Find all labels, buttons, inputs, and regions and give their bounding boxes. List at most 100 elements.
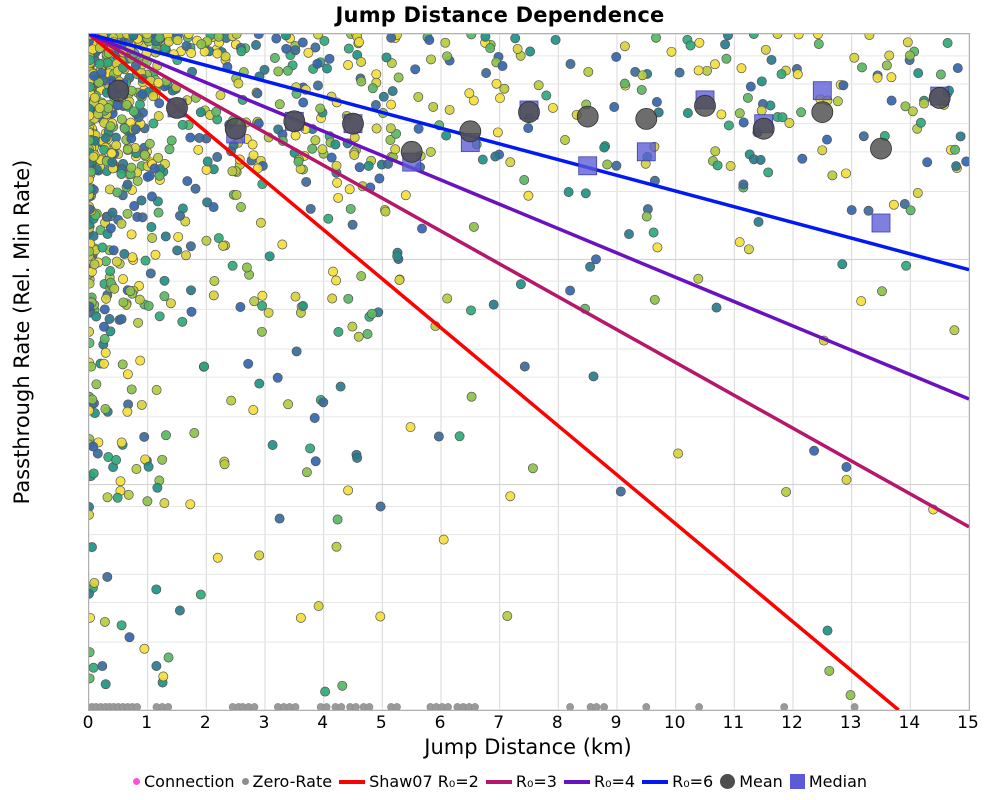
scatter-point [89,301,95,312]
scatter-point [303,47,314,58]
scatter-point [186,48,197,58]
scatter-point [89,361,97,372]
x-tick-label: 15 [957,713,979,733]
scatter-point [121,99,132,110]
legend-label: Median [808,772,868,791]
scatter-point [139,643,150,654]
scatter-point [185,132,196,143]
scatter-point [264,251,275,262]
scatter-point [129,201,140,211]
scatter-point [919,98,929,109]
scatter-point [297,37,308,48]
zero-rate-point [250,703,259,710]
scatter-point [385,135,396,145]
scatter-point [356,271,367,282]
scatter-point [693,65,704,76]
legend-item-connection[interactable]: Connection [132,772,235,791]
scatter-point [488,299,499,310]
scatter-point [89,673,95,684]
scatter-point [468,221,479,232]
scatter-point [89,135,95,146]
scatter-point [122,208,133,219]
legend-item-median[interactable]: Median [789,772,868,791]
scatter-point [651,97,662,107]
scatter-point [481,68,492,78]
scatter-point [209,276,220,286]
scatter-point [615,486,626,497]
scatter-point [565,59,576,69]
scatter-point [106,148,117,159]
legend-label: R₀=6 [672,772,714,791]
legend-label: R₀=3 [515,772,557,791]
scatter-point [196,39,207,50]
scatter-point [104,314,115,324]
scatter-point [310,456,321,467]
scatter-point [183,34,194,39]
zero-rate-point [592,703,601,710]
x-tick-label: 13 [839,713,862,733]
scatter-point [734,237,745,248]
scatter-point [124,632,135,643]
scatter-point [886,72,897,83]
scatter-point [884,50,895,61]
scatter-point [226,395,237,406]
scatter-point [185,241,196,252]
x-tick-label: 7 [493,713,505,733]
scatter-point [519,361,530,372]
scatter-point [153,77,164,88]
scatter-point [363,160,374,171]
mean-marker [811,101,834,123]
scatter-point [259,64,270,75]
scatter-point [343,293,354,304]
scatter-point [220,51,231,62]
scatter-point [673,448,684,459]
scatter-point [150,249,161,260]
legend-item-zerorate[interactable]: Zero-Rate [241,772,332,791]
scatter-point [793,34,804,40]
scatter-point [301,467,312,478]
legend-item-r4[interactable]: R₀=4 [563,772,635,791]
scatter-point [89,204,95,215]
scatter-point [464,88,475,99]
scatter-point [172,35,183,46]
legend-item-mean[interactable]: Mean [720,772,783,791]
scatter-point [291,346,302,357]
scatter-point [195,107,206,118]
scatter-point [745,81,756,92]
scatter-point [128,106,139,117]
scatter-point [111,256,122,267]
scatter-point [636,84,647,95]
scatter-point [533,80,544,91]
scatter-point [312,58,323,69]
legend-line-icon [642,779,669,784]
scatter-point [116,218,127,229]
legend-item-r3[interactable]: R₀=3 [485,772,557,791]
scatter-point [100,132,111,143]
scatter-point [135,355,146,366]
legend-dot-small-icon [132,778,140,785]
scatter-point [386,99,397,110]
scatter-point [293,156,304,167]
mean-marker [400,140,423,163]
scatter-point [952,63,963,74]
legend-item-shaw07r2[interactable]: Shaw07 R₀=2 [339,772,479,791]
scatter-point [119,123,130,134]
scatter-point [290,130,301,141]
scatter-point [92,448,103,459]
scatter-point [172,245,183,256]
zero-rate-point [600,703,608,710]
scatter-point [440,37,451,48]
scatter-point [797,153,808,164]
scatter-point [147,233,158,243]
scatter-point [320,686,331,697]
scatter-point [841,474,852,485]
legend-item-r6[interactable]: R₀=6 [642,772,713,791]
scatter-point [154,311,165,322]
scatter-point [827,170,838,181]
scatter-point [89,151,99,162]
scatter-point [272,372,283,383]
scatter-point [147,191,157,202]
scatter-point [142,496,153,507]
scatter-point [580,188,591,199]
scatter-point [510,34,521,44]
